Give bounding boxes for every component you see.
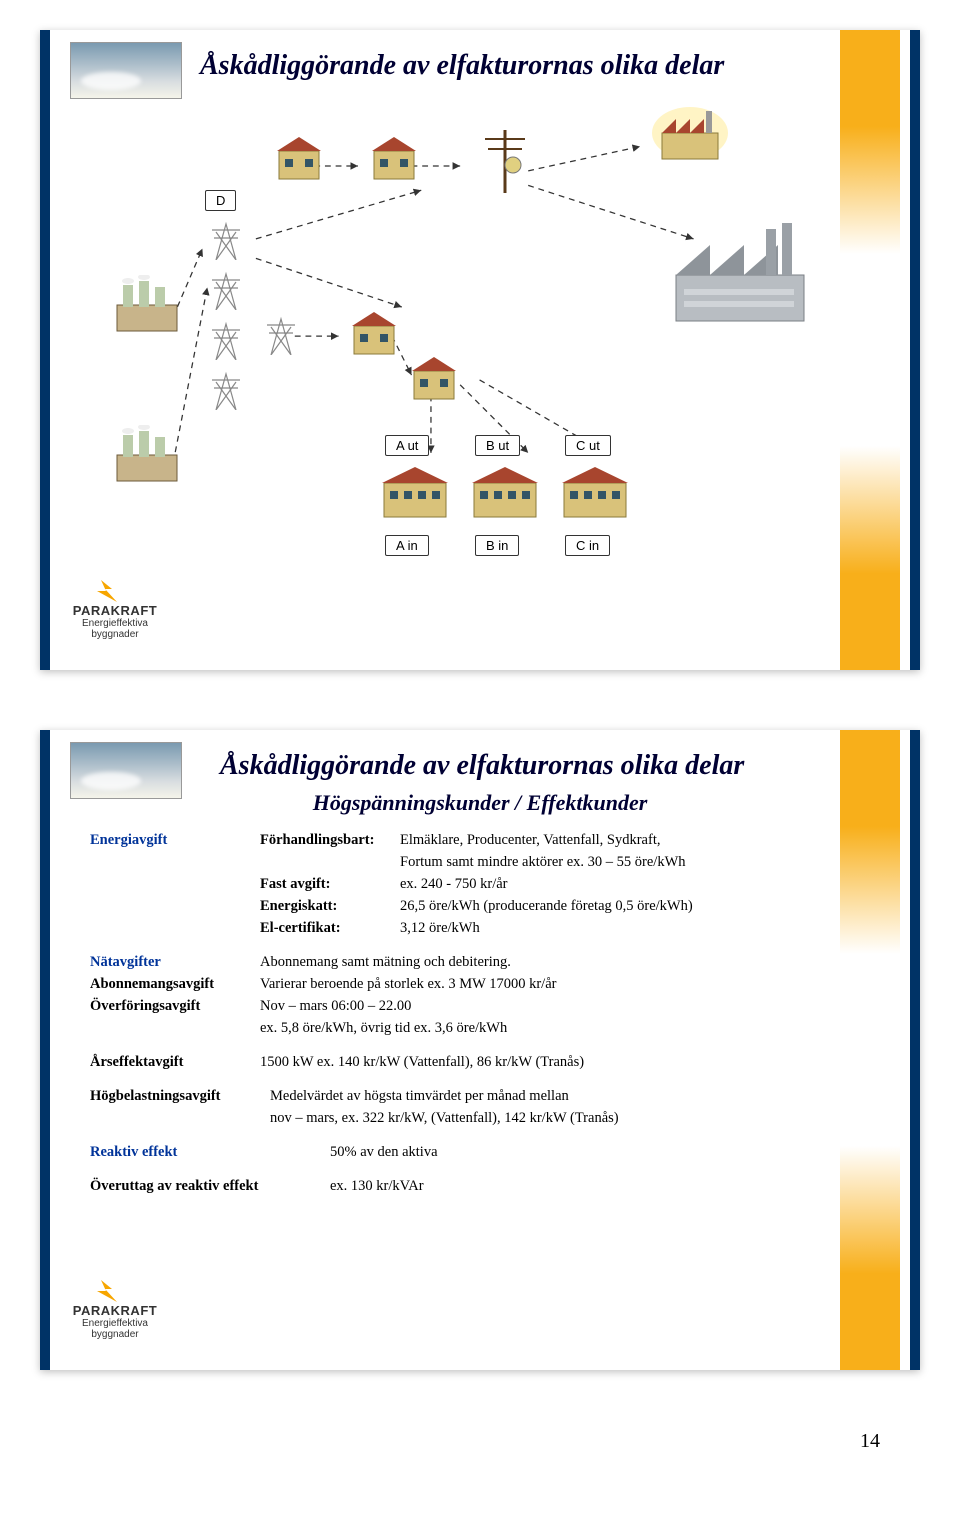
slide-diagram: PARAKRAFT Energieffektiva byggnader Åskå… <box>40 30 920 670</box>
label-reaktiveffekt: Reaktiv effekt <box>90 1142 330 1162</box>
power-plant-icon <box>115 425 185 488</box>
pylon-icon <box>265 315 297 358</box>
building-icon <box>380 465 450 523</box>
label-natavgifter: Nätavgifter <box>90 952 260 972</box>
factory-icon <box>670 215 810 328</box>
diagram-label-A-ut: A ut <box>385 435 429 456</box>
diagram-label-C-ut: C ut <box>565 435 611 456</box>
building-icon <box>350 310 398 359</box>
building-icon <box>470 465 540 523</box>
electricity-flow-diagram: D <box>110 105 820 650</box>
sky-icon <box>70 42 182 99</box>
val-reaktiveffekt: 50% av den aktiva <box>330 1142 815 1162</box>
pylon-icon <box>210 270 242 313</box>
diagram-label-C-in: C in <box>565 535 610 556</box>
val-overuttag: ex. 130 kr/kVAr <box>330 1176 815 1196</box>
val-energiskatt: 26,5 öre/kWh (producerande företag 0,5 ö… <box>400 896 815 916</box>
label-energiavgift: Energiavgift <box>90 830 260 850</box>
accent-strip <box>840 30 900 670</box>
accent-strip <box>840 730 900 1370</box>
val-arseffektavgift: 1500 kW ex. 140 kr/kW (Vattenfall), 86 k… <box>260 1052 815 1072</box>
label-hogbelastningsavgift: Högbelastningsavgift <box>90 1086 270 1106</box>
building-icon <box>370 135 418 184</box>
building-icon <box>410 355 458 404</box>
utility-pole-icon <box>480 125 530 198</box>
label-arseffektavgift: Årseffektavgift <box>90 1052 260 1072</box>
val-abonnemangsavgift: Varierar beroende på storlek ex. 3 MW 17… <box>260 974 815 994</box>
label-forhandlingsbart: Förhandlingsbart: <box>260 830 400 850</box>
label-energiskatt: Energiskatt: <box>260 896 400 916</box>
slide1-title: Åskådliggörande av elfakturornas olika d… <box>200 50 820 82</box>
pylon-icon <box>210 220 242 263</box>
slide2-subtitle: Högspänningskunder / Effektkunder <box>50 790 910 816</box>
val-natavgifter: Abonnemang samt mätning och debitering. <box>260 952 815 972</box>
diagram-label-D: D <box>205 190 236 211</box>
power-plant-icon <box>115 275 185 338</box>
val-forhandlingsbart2: Fortum samt mindre aktörer ex. 30 – 55 ö… <box>400 852 815 872</box>
tariff-content: Energiavgift Förhandlingsbart: Elmäklare… <box>90 830 815 1340</box>
val-overforing2: ex. 5,8 öre/kWh, övrig tid ex. 3,6 öre/k… <box>260 1018 815 1038</box>
building-icon <box>275 135 323 184</box>
building-icon <box>560 465 630 523</box>
diagram-label-B-ut: B ut <box>475 435 520 456</box>
val-hogbelast2: nov – mars, ex. 322 kr/kW, (Vattenfall),… <box>270 1108 815 1128</box>
diagram-label-B-in: B in <box>475 535 519 556</box>
diagram-label-A-in: A in <box>385 535 429 556</box>
val-fastavgift: ex. 240 - 750 kr/år <box>400 874 815 894</box>
slide-tariffs: PARAKRAFT Energieffektiva byggnader Åskå… <box>40 730 920 1370</box>
val-overforing1: Nov – mars 06:00 – 22.00 <box>260 996 815 1016</box>
label-overforingsavgift: Överföringsavgift <box>90 996 260 1016</box>
page-number: 14 <box>40 1430 880 1453</box>
label-abonnemangsavgift: Abonnemangsavgift <box>90 974 260 994</box>
slide2-title: Åskådliggörande av elfakturornas olika d… <box>220 750 820 782</box>
val-elcertifikat: 3,12 öre/kWh <box>400 918 815 938</box>
label-elcertifikat: El-certifikat: <box>260 918 400 938</box>
val-forhandlingsbart1: Elmäklare, Producenter, Vattenfall, Sydk… <box>400 830 815 850</box>
label-fastavgift: Fast avgift: <box>260 874 400 894</box>
val-hogbelast1: Medelvärdet av högsta timvärdet per måna… <box>270 1086 815 1106</box>
label-overuttag: Överuttag av reaktiv effekt <box>90 1176 330 1196</box>
factory-icon <box>650 105 730 168</box>
pylon-icon <box>210 370 242 413</box>
pylon-icon <box>210 320 242 363</box>
